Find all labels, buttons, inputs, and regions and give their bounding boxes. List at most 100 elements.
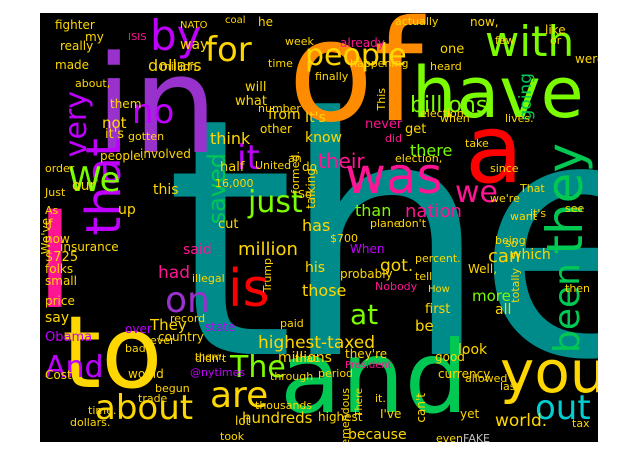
word: one (440, 42, 465, 57)
word: it's (105, 127, 125, 142)
word: will (245, 80, 267, 95)
word: Cost (45, 368, 72, 382)
word: coal (225, 15, 246, 26)
word: Well, (468, 262, 498, 276)
word-cloud: the of in and to I a have was is you tha… (40, 13, 598, 442)
word: there (410, 141, 453, 160)
word: happening (350, 57, 409, 70)
word: did (385, 132, 403, 145)
word: now, (470, 15, 499, 29)
word: FAKE (463, 432, 491, 442)
word: for (205, 30, 252, 70)
word: allowed (465, 372, 508, 385)
word: folks (45, 262, 74, 276)
word: tell (415, 270, 433, 283)
word: them. (195, 352, 225, 363)
word: with (485, 17, 575, 66)
word: that. (295, 352, 321, 365)
word: way (180, 37, 209, 53)
word: currency (438, 367, 491, 381)
word: state (205, 320, 236, 334)
word: our (72, 178, 96, 194)
word: said (183, 242, 212, 258)
word: I (40, 182, 75, 339)
word: about (95, 388, 194, 428)
word: because (348, 427, 407, 442)
word: world. (495, 411, 548, 431)
word: actually (395, 15, 439, 28)
word: time (268, 57, 293, 70)
word: at (350, 298, 379, 331)
word: if (45, 217, 53, 231)
word: probably (340, 267, 393, 281)
word: a (465, 95, 524, 205)
word: it (237, 138, 260, 178)
word: it. (375, 392, 386, 405)
word: million. (160, 60, 201, 73)
word: half (220, 160, 245, 175)
word: this (153, 182, 179, 198)
word: made (55, 58, 90, 72)
word: gotten (128, 130, 165, 143)
word: more (472, 287, 511, 305)
word: already (340, 36, 385, 50)
word: first (425, 302, 451, 317)
word: which (510, 247, 551, 263)
word: Obama (45, 330, 93, 345)
word: price (45, 294, 75, 308)
word: million (238, 239, 298, 260)
word: it's (530, 207, 547, 220)
word: then (565, 282, 591, 295)
word: week (285, 35, 314, 48)
word: percent. (415, 252, 461, 265)
word: in (95, 27, 219, 184)
word: $700 (330, 232, 358, 245)
word: As (45, 204, 59, 217)
word: period (318, 367, 354, 380)
word: about, (75, 77, 111, 90)
word: We've (40, 218, 53, 255)
word: are (210, 375, 269, 416)
word: want (510, 210, 538, 223)
word: order (45, 162, 75, 175)
word: when (440, 112, 470, 125)
word: can't (414, 393, 428, 423)
word: people. (100, 149, 145, 163)
word: United (255, 159, 292, 172)
word: we (455, 175, 498, 210)
word: record (170, 312, 206, 325)
word: out (535, 388, 591, 428)
word: lives. (505, 112, 534, 125)
word: involved (140, 147, 191, 161)
word: by (150, 13, 202, 60)
word: millions (278, 350, 332, 366)
word: really (60, 39, 94, 53)
word: highest (318, 410, 363, 424)
word: and (280, 319, 469, 436)
word: last (500, 380, 520, 393)
word: we're (490, 192, 520, 205)
word: tax (572, 417, 590, 430)
word: NATO (180, 20, 208, 31)
word: than (355, 201, 392, 220)
word: since (490, 162, 519, 175)
word: other (260, 122, 292, 136)
word: them (110, 97, 142, 111)
word: people (305, 38, 407, 73)
word: time. (88, 404, 117, 417)
word: took (220, 430, 245, 442)
word: We (68, 160, 121, 200)
word: so (505, 237, 518, 250)
word: can (488, 246, 521, 267)
word: do (302, 160, 317, 174)
word: ISIS (128, 32, 147, 43)
word: from (268, 107, 301, 123)
word: bad (125, 342, 146, 355)
word: I've (380, 407, 402, 421)
word: country (158, 330, 204, 344)
word: $725 (45, 250, 79, 265)
word: @nytimes (190, 366, 246, 379)
word: all (495, 302, 512, 318)
word: The (230, 350, 286, 385)
word: look (458, 342, 488, 358)
